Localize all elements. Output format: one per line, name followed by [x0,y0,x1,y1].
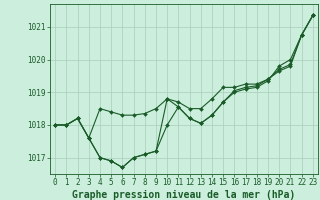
X-axis label: Graphe pression niveau de la mer (hPa): Graphe pression niveau de la mer (hPa) [72,190,296,200]
